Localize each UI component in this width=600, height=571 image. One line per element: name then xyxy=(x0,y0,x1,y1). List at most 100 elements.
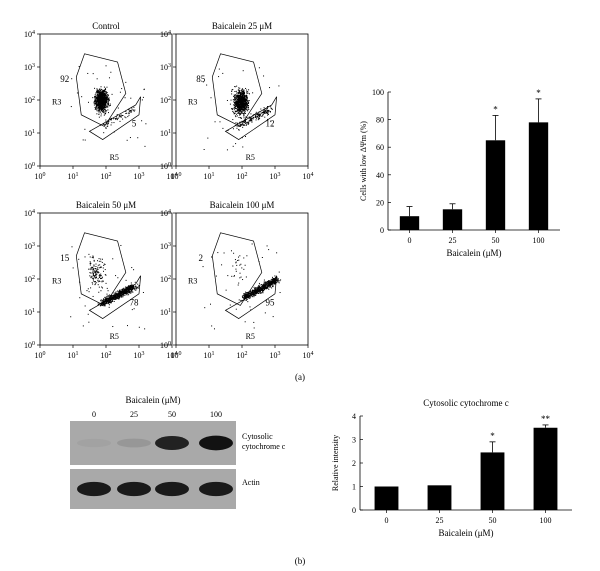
dot xyxy=(109,105,111,107)
dot xyxy=(255,292,257,294)
dot xyxy=(246,292,248,294)
dot xyxy=(239,105,241,107)
dot xyxy=(277,278,279,280)
dot xyxy=(255,294,257,296)
dot xyxy=(259,286,261,288)
dot xyxy=(265,110,267,112)
dot xyxy=(245,95,247,97)
dot xyxy=(246,108,248,110)
dot xyxy=(244,296,246,298)
dot xyxy=(238,282,240,284)
dot xyxy=(269,286,271,288)
dot xyxy=(95,105,97,107)
dot xyxy=(120,244,122,246)
dot xyxy=(241,124,243,126)
dot xyxy=(248,297,250,299)
dot xyxy=(238,99,240,101)
dot xyxy=(237,99,239,101)
dot xyxy=(96,108,98,110)
dot xyxy=(95,268,97,270)
dot xyxy=(262,292,264,294)
scatter-dots xyxy=(202,67,280,151)
x-tick-label: 50 xyxy=(492,236,500,245)
dot xyxy=(99,97,101,99)
dot xyxy=(241,102,243,104)
dot xyxy=(267,112,269,114)
dot xyxy=(239,104,241,106)
dot xyxy=(118,290,120,292)
dot xyxy=(126,289,128,291)
dot xyxy=(111,296,113,298)
dot xyxy=(128,287,130,289)
dot xyxy=(99,92,101,94)
dot xyxy=(244,94,246,96)
dot xyxy=(267,111,269,113)
dot xyxy=(130,109,132,111)
dot xyxy=(115,119,117,121)
y-tick-label: 102 xyxy=(160,275,171,284)
dot xyxy=(239,122,241,124)
dot xyxy=(239,277,241,279)
dot xyxy=(93,103,95,105)
dot xyxy=(108,100,110,102)
x-tick-label: 102 xyxy=(101,351,112,360)
dot xyxy=(251,293,253,295)
dot xyxy=(97,281,99,283)
dot xyxy=(132,284,134,286)
dot xyxy=(130,287,132,289)
dot xyxy=(92,274,94,276)
dot xyxy=(132,287,134,289)
dot xyxy=(108,98,110,100)
dot xyxy=(263,284,265,286)
dot xyxy=(122,293,124,295)
gate-r5-percent: 95 xyxy=(266,297,276,307)
dot xyxy=(112,298,114,300)
dot xyxy=(240,117,242,119)
dot xyxy=(90,269,92,271)
dot xyxy=(251,120,253,122)
dot xyxy=(242,295,244,297)
dot xyxy=(107,102,109,104)
dot xyxy=(105,91,107,93)
dot xyxy=(240,113,242,115)
dot xyxy=(96,94,98,96)
dot xyxy=(108,299,110,301)
dot xyxy=(258,114,260,116)
dot xyxy=(109,298,111,300)
dot xyxy=(97,260,99,262)
dot xyxy=(250,309,252,311)
dot xyxy=(94,283,96,285)
dot xyxy=(124,116,126,118)
dot xyxy=(94,94,96,96)
x-tick-label: 103 xyxy=(134,172,145,181)
dot xyxy=(103,97,105,99)
dot xyxy=(266,112,268,114)
dot xyxy=(98,94,100,96)
dot xyxy=(239,99,241,101)
dot xyxy=(232,108,234,110)
dot xyxy=(99,99,101,101)
dot xyxy=(95,269,97,271)
dot xyxy=(235,101,237,103)
dot xyxy=(92,295,94,297)
dot xyxy=(106,301,108,303)
dot xyxy=(95,263,97,265)
dot xyxy=(96,94,98,96)
dot xyxy=(144,145,146,147)
dot xyxy=(117,117,119,119)
dot xyxy=(128,286,130,288)
dot xyxy=(105,97,107,99)
dot xyxy=(247,293,249,295)
dot xyxy=(97,91,99,93)
dot xyxy=(258,291,260,293)
dot xyxy=(96,95,98,97)
dot xyxy=(110,118,112,120)
y-tick-label: 3 xyxy=(352,436,356,445)
dot xyxy=(239,93,241,95)
dot xyxy=(127,289,129,291)
dot xyxy=(101,261,103,263)
dot xyxy=(245,121,247,123)
dot xyxy=(242,94,244,96)
dot xyxy=(126,325,128,327)
dot xyxy=(243,102,245,104)
